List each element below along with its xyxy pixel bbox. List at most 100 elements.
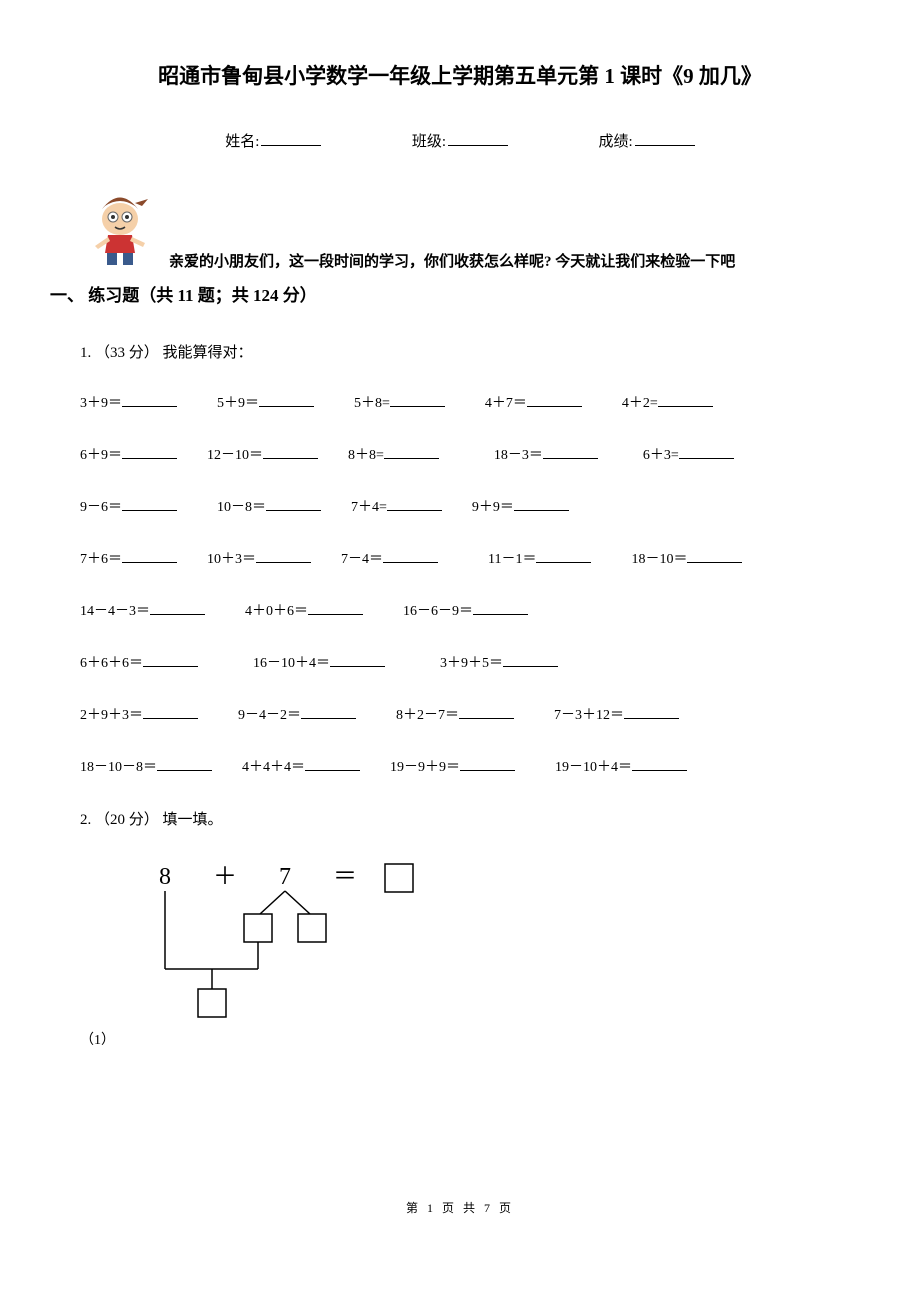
q1-expr: 9－6＝ (80, 496, 122, 516)
q1-blank[interactable] (266, 497, 321, 511)
q1-expr: 3＋9＋5＝ (440, 652, 503, 672)
spacer (356, 704, 396, 724)
spacer (205, 600, 245, 620)
q1-blank[interactable] (383, 549, 438, 563)
q1-row: 2＋9＋3＝ 9－4－2＝ 8＋2－7＝ 7－3＋12＝ (80, 704, 840, 724)
q1-blank[interactable] (256, 549, 311, 563)
spacer (177, 496, 217, 516)
spacer (177, 548, 207, 568)
q1-item: 18－10－8＝ (80, 756, 212, 776)
q1-item: 9－6＝ (80, 496, 177, 516)
spacer (515, 756, 555, 776)
q1-blank[interactable] (143, 653, 198, 667)
q1-expr: 18－10－8＝ (80, 756, 157, 776)
q1-blank[interactable] (301, 705, 356, 719)
q1-blank[interactable] (122, 497, 177, 511)
spacer (314, 392, 354, 412)
spacer (598, 444, 643, 464)
q1-item: 8＋2－7＝ (396, 704, 514, 724)
diagram-right: 7 (279, 864, 291, 890)
q1-blank[interactable] (384, 445, 439, 459)
score-blank[interactable] (635, 130, 695, 146)
spacer (582, 392, 622, 412)
q1-expr: 4＋0＋6＝ (245, 600, 308, 620)
q1-blank[interactable] (460, 757, 515, 771)
q1-blank[interactable] (390, 393, 445, 407)
q1-blank[interactable] (259, 393, 314, 407)
q1-expr: 3＋9＝ (80, 392, 122, 412)
spacer (442, 496, 472, 516)
diagram-op: ＋ (213, 864, 237, 890)
q1-expr: 4＋2= (622, 392, 658, 412)
q1-blank[interactable] (122, 445, 177, 459)
q1-blank[interactable] (632, 757, 687, 771)
q1-blank[interactable] (527, 393, 582, 407)
q1-item: 6＋6＋6＝ (80, 652, 198, 672)
spacer (438, 548, 488, 568)
name-label: 姓名: (225, 130, 259, 151)
q1-expr: 2＋9＋3＝ (80, 704, 143, 724)
spacer (514, 704, 554, 724)
q1-blank[interactable] (122, 549, 177, 563)
q1-blank[interactable] (624, 705, 679, 719)
q1-expr: 9＋9＝ (472, 496, 514, 516)
spacer (363, 600, 403, 620)
q1-expr: 6＋6＋6＝ (80, 652, 143, 672)
q1-item: 4＋4＋4＝ (242, 756, 360, 776)
q1-item: 7－3＋12＝ (554, 704, 679, 724)
q1-blank[interactable] (679, 445, 734, 459)
q1-row: 14－4－3＝ 4＋0＋6＝ 16－6－9＝ (80, 600, 840, 620)
q1-item: 4＋7＝ (485, 392, 582, 412)
q1-blank[interactable] (150, 601, 205, 615)
q1-blank[interactable] (473, 601, 528, 615)
q1-blank[interactable] (687, 549, 742, 563)
spacer (177, 392, 217, 412)
q1-blank[interactable] (157, 757, 212, 771)
q1-expr: 14－4－3＝ (80, 600, 150, 620)
q1-blank[interactable] (143, 705, 198, 719)
q1-blank[interactable] (536, 549, 591, 563)
q1-blank[interactable] (503, 653, 558, 667)
score-field: 成绩: (599, 130, 695, 151)
q1-expr: 7＋6＝ (80, 548, 122, 568)
q1-blank[interactable] (514, 497, 569, 511)
q1-expr: 16－6－9＝ (403, 600, 473, 620)
q1-blank[interactable] (387, 497, 442, 511)
q1-item: 2＋9＋3＝ (80, 704, 198, 724)
q1-row: 6＋6＋6＝16－10＋4＝3＋9＋5＝ (80, 652, 840, 672)
q1-blank[interactable] (459, 705, 514, 719)
spacer (311, 548, 341, 568)
q1-item: 7＋4= (351, 496, 442, 516)
q1-expr: 8＋8= (348, 444, 384, 464)
q1-blank[interactable] (263, 445, 318, 459)
q1-blank[interactable] (305, 757, 360, 771)
q1-blank[interactable] (330, 653, 385, 667)
spacer (385, 652, 440, 672)
diagram-box-split2 (298, 914, 326, 942)
name-field: 姓名: (225, 130, 321, 151)
diagram-eq: ＝ (333, 864, 357, 890)
q1-item: 18－3＝ (494, 444, 598, 464)
q1-item: 5＋8= (354, 392, 445, 412)
spacer (321, 496, 351, 516)
mascot-row: 亲爱的小朋友们，这一段时间的学习，你们收获怎么样呢? 今天就让我们来检验一下吧 (80, 191, 840, 271)
q1-blank[interactable] (658, 393, 713, 407)
q1-blank[interactable] (308, 601, 363, 615)
q1-row: 7＋6＝10＋3＝7－4＝11－1＝18－10＝ (80, 548, 840, 568)
name-blank[interactable] (261, 130, 321, 146)
class-blank[interactable] (448, 130, 508, 146)
q1-item: 3＋9＝ (80, 392, 177, 412)
q1-item: 10＋3＝ (207, 548, 311, 568)
score-label: 成绩: (599, 130, 633, 151)
q1-blank[interactable] (122, 393, 177, 407)
q1-item: 19－9＋9＝ (390, 756, 515, 776)
q1-item: 9－4－2＝ (238, 704, 356, 724)
diagram-box-result (385, 864, 413, 892)
q1-item: 11－1＝ (488, 548, 591, 568)
q1-expr: 12－10＝ (207, 444, 263, 464)
q1-row: 18－10－8＝4＋4＋4＝19－9＋9＝19－10＋4＝ (80, 756, 840, 776)
q1-item: 7－4＝ (341, 548, 438, 568)
q1-label: 1. （33 分） 我能算得对： (80, 341, 840, 362)
q1-blank[interactable] (543, 445, 598, 459)
info-row: 姓名: 班级: 成绩: (80, 130, 840, 151)
